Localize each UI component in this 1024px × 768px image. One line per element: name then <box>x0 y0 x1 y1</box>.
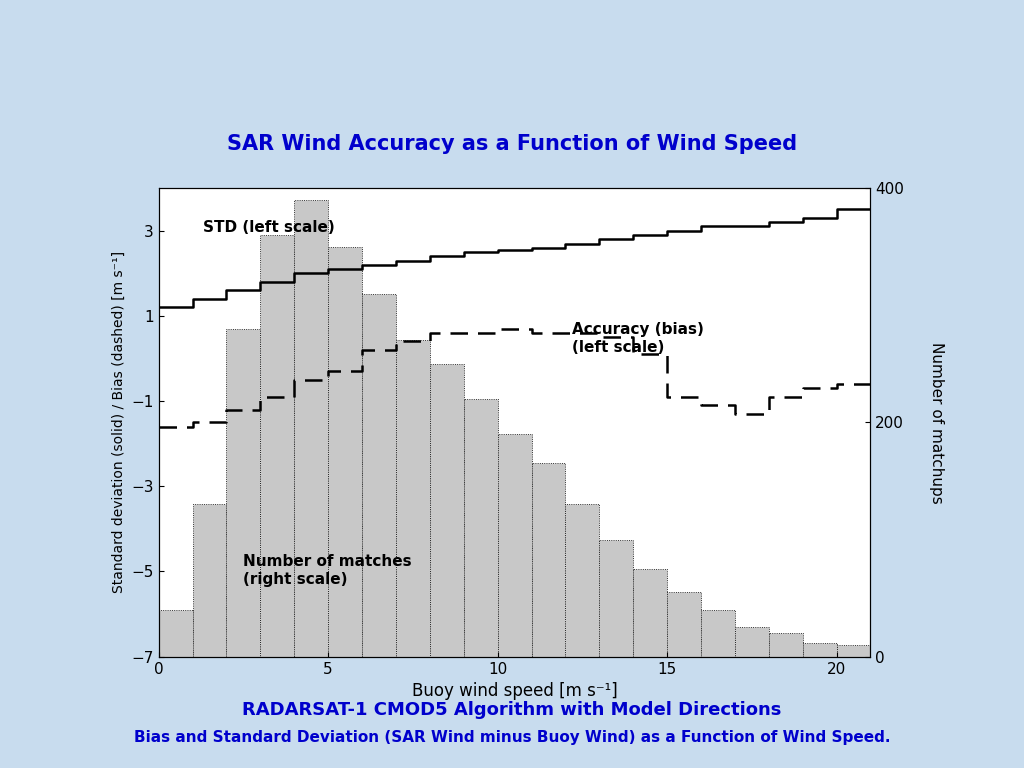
X-axis label: Buoy wind speed [m s⁻¹]: Buoy wind speed [m s⁻¹] <box>412 682 617 700</box>
Bar <box>531 463 565 657</box>
Text: Accuracy (bias)
(left scale): Accuracy (bias) (left scale) <box>572 323 705 355</box>
Bar <box>667 592 701 657</box>
Bar <box>362 293 396 657</box>
Bar <box>159 610 193 657</box>
Bar <box>328 247 362 657</box>
Bar <box>735 627 769 657</box>
Text: STD (left scale): STD (left scale) <box>203 220 335 235</box>
Bar <box>226 329 260 657</box>
Text: RADARSAT-1 CMOD5 Algorithm with Model Directions: RADARSAT-1 CMOD5 Algorithm with Model Di… <box>243 701 781 720</box>
Bar <box>294 200 328 657</box>
Bar <box>396 340 430 657</box>
Bar <box>260 235 294 657</box>
Bar <box>701 610 735 657</box>
Bar <box>193 505 226 657</box>
Bar <box>464 399 498 657</box>
Bar <box>599 540 633 657</box>
Y-axis label: Number of matchups: Number of matchups <box>929 342 944 503</box>
Text: Bias and Standard Deviation (SAR Wind minus Buoy Wind) as a Function of Wind Spe: Bias and Standard Deviation (SAR Wind mi… <box>134 730 890 745</box>
Text: Number of matches
(right scale): Number of matches (right scale) <box>244 554 412 587</box>
Bar <box>498 434 531 657</box>
Bar <box>430 364 464 657</box>
Bar <box>633 569 667 657</box>
Bar <box>803 643 837 657</box>
Y-axis label: Standard deviation (solid) / Bias (dashed) [m s⁻¹]: Standard deviation (solid) / Bias (dashe… <box>112 251 126 594</box>
Bar <box>565 505 599 657</box>
Text: SAR Wind Accuracy as a Function of Wind Speed: SAR Wind Accuracy as a Function of Wind … <box>227 134 797 154</box>
Bar <box>837 645 870 657</box>
Bar <box>769 634 803 657</box>
